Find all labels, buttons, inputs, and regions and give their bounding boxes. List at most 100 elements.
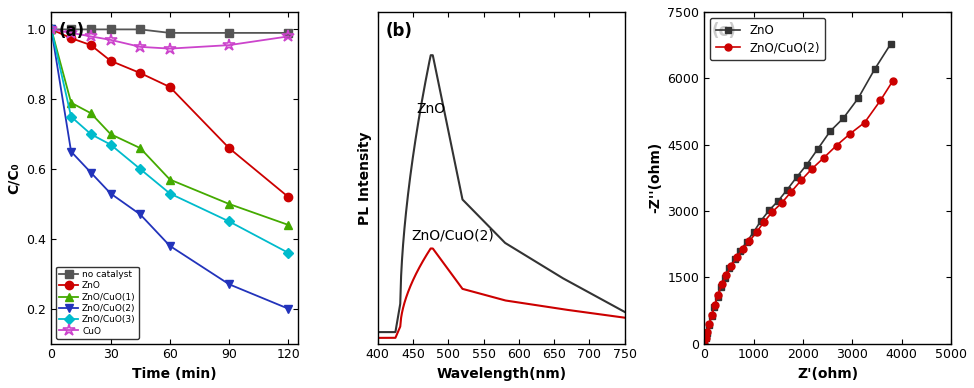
ZnO [712, 295, 724, 300]
CuO [223, 43, 235, 47]
no catalyst [164, 31, 175, 35]
ZnO/CuO(3) [65, 114, 77, 119]
Line: ZnO/CuO(1): ZnO/CuO(1) [47, 25, 292, 229]
ZnO [838, 116, 849, 120]
CuO [105, 38, 117, 42]
ZnO/CuO(2) [134, 212, 146, 217]
ZnO/CuO(2) [721, 272, 732, 277]
ZnO/CuO(2) [805, 166, 817, 171]
Text: (b): (b) [385, 22, 412, 40]
Legend: ZnO, ZnO/CuO(2): ZnO, ZnO/CuO(2) [710, 18, 825, 61]
ZnO [885, 42, 897, 46]
ZnO/CuO(3) [105, 142, 117, 147]
X-axis label: Z'(ohm): Z'(ohm) [797, 367, 858, 381]
ZnO/CuO(3) [46, 27, 57, 32]
ZnO/CuO(2) [105, 191, 117, 196]
ZnO/CuO(2) [844, 131, 856, 136]
ZnO [734, 248, 746, 253]
ZnO/CuO(1) [46, 27, 57, 32]
ZnO/CuO(2) [831, 143, 843, 148]
ZnO/CuO(2) [698, 341, 710, 346]
ZnO [134, 71, 146, 75]
no catalyst [46, 27, 57, 32]
ZnO/CuO(2) [65, 149, 77, 154]
ZnO/CuO(2) [46, 27, 57, 32]
ZnO [701, 330, 713, 335]
ZnO/CuO(2) [767, 210, 778, 214]
Line: ZnO: ZnO [700, 40, 894, 347]
ZnO/CuO(2) [776, 201, 788, 205]
ZnO [715, 285, 727, 290]
ZnO [85, 43, 96, 47]
Text: (c): (c) [712, 22, 736, 40]
ZnO/CuO(1) [134, 146, 146, 151]
ZnO [719, 275, 730, 280]
ZnO/CuO(2) [85, 170, 96, 175]
ZnO [706, 314, 718, 319]
Line: ZnO/CuO(2): ZnO/CuO(2) [700, 78, 896, 347]
ZnO/CuO(2) [730, 255, 742, 259]
ZnO [703, 323, 715, 327]
no catalyst [85, 27, 96, 32]
ZnO [46, 27, 57, 32]
Y-axis label: -Z''(ohm): -Z''(ohm) [648, 142, 661, 213]
ZnO [105, 59, 117, 63]
Legend: no catalyst, ZnO, ZnO/CuO(1), ZnO/CuO(2), ZnO/CuO(3), CuO: no catalyst, ZnO, ZnO/CuO(1), ZnO/CuO(2)… [56, 267, 139, 339]
ZnO [164, 85, 175, 89]
CuO [164, 46, 175, 51]
ZnO/CuO(2) [716, 282, 728, 287]
ZnO/CuO(2) [751, 230, 763, 234]
Line: CuO: CuO [45, 23, 294, 55]
ZnO/CuO(1) [164, 177, 175, 182]
ZnO/CuO(2) [282, 307, 294, 311]
no catalyst [105, 27, 117, 32]
ZnO/CuO(2) [796, 178, 807, 182]
ZnO/CuO(2) [758, 220, 769, 224]
ZnO [772, 198, 784, 203]
Line: ZnO/CuO(3): ZnO/CuO(3) [48, 26, 292, 256]
Y-axis label: PL Intensity: PL Intensity [358, 131, 372, 225]
ZnO [869, 67, 880, 72]
ZnO [65, 36, 77, 40]
Y-axis label: C/C₀: C/C₀ [7, 162, 21, 194]
Text: (a): (a) [58, 22, 85, 40]
ZnO/CuO(2) [875, 98, 886, 103]
ZnO [852, 96, 864, 100]
ZnO/CuO(2) [712, 292, 724, 297]
X-axis label: Wavelength(nm): Wavelength(nm) [436, 367, 566, 381]
ZnO [781, 187, 793, 192]
ZnO/CuO(2) [887, 79, 899, 83]
ZnO/CuO(2) [726, 263, 737, 268]
ZnO [748, 230, 760, 234]
ZnO/CuO(2) [701, 329, 713, 334]
CuO [46, 27, 57, 32]
ZnO/CuO(2) [709, 303, 721, 308]
ZnO/CuO(3) [223, 219, 235, 224]
CuO [282, 34, 294, 39]
ZnO [699, 336, 711, 341]
ZnO [724, 266, 735, 271]
Line: no catalyst: no catalyst [47, 25, 292, 37]
Line: ZnO: ZnO [47, 25, 292, 201]
Line: ZnO/CuO(2): ZnO/CuO(2) [47, 25, 292, 313]
ZnO/CuO(2) [859, 120, 871, 125]
ZnO/CuO(1) [85, 111, 96, 116]
ZnO/CuO(1) [223, 202, 235, 206]
ZnO [223, 146, 235, 151]
ZnO/CuO(3) [134, 167, 146, 171]
ZnO/CuO(2) [785, 190, 797, 194]
CuO [85, 34, 96, 39]
no catalyst [134, 27, 146, 32]
ZnO/CuO(2) [164, 244, 175, 248]
ZnO/CuO(2) [818, 156, 830, 160]
ZnO [698, 341, 710, 346]
Text: ZnO: ZnO [417, 102, 446, 116]
ZnO [801, 162, 812, 167]
ZnO [708, 305, 720, 310]
ZnO/CuO(1) [105, 132, 117, 137]
no catalyst [282, 31, 294, 35]
ZnO/CuO(1) [65, 100, 77, 105]
ZnO/CuO(3) [282, 251, 294, 255]
ZnO/CuO(3) [164, 191, 175, 196]
ZnO/CuO(2) [743, 239, 755, 244]
